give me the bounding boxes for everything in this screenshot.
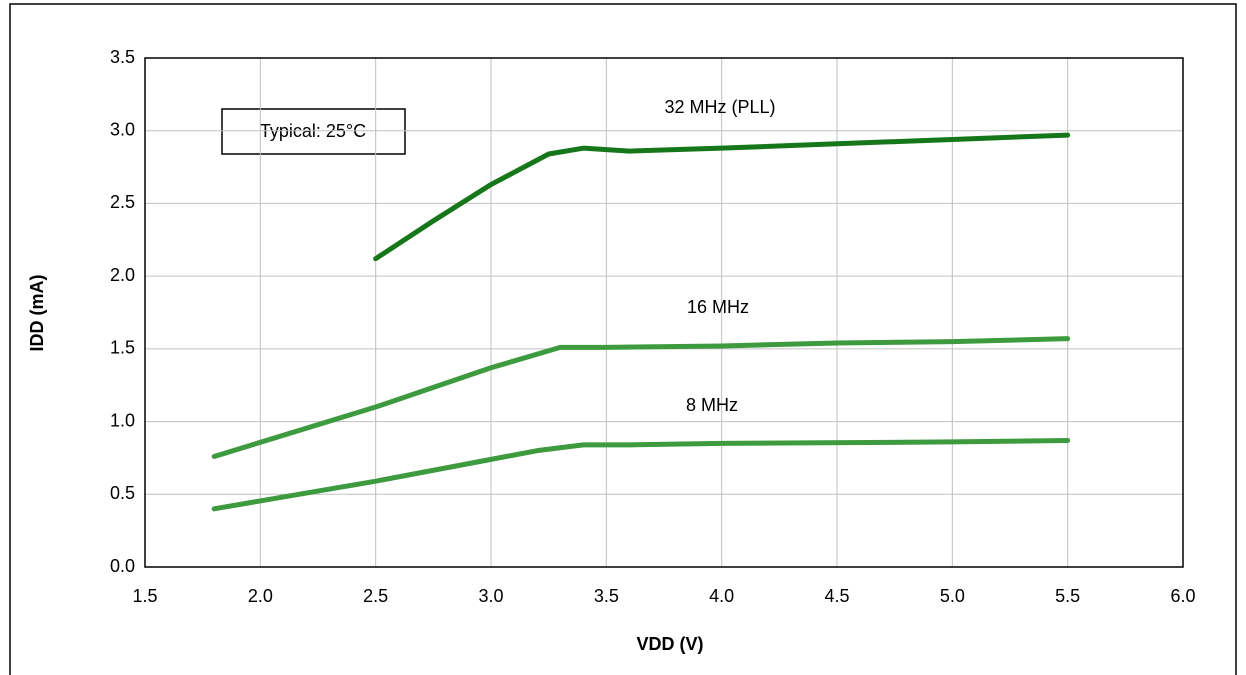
series-label: 16 MHz bbox=[687, 297, 749, 317]
x-tick-label: 3.5 bbox=[594, 586, 619, 606]
y-tick-label: 3.0 bbox=[110, 119, 135, 139]
annotation-box bbox=[221, 108, 406, 155]
plot-area bbox=[144, 57, 1184, 568]
x-tick-label: 6.0 bbox=[1170, 586, 1195, 606]
x-tick-label: 5.5 bbox=[1055, 586, 1080, 606]
series-label: 8 MHz bbox=[686, 395, 738, 415]
y-axis-title: IDD (mA) bbox=[27, 275, 47, 352]
y-tick-label: 3.5 bbox=[110, 47, 135, 67]
series-label: 32 MHz (PLL) bbox=[664, 97, 775, 117]
x-tick-label: 4.5 bbox=[824, 586, 849, 606]
x-tick-label: 2.5 bbox=[363, 586, 388, 606]
y-tick-label: 1.5 bbox=[110, 338, 135, 358]
series-line bbox=[373, 132, 1071, 262]
y-tick-label: 1.0 bbox=[110, 410, 135, 430]
x-tick-label: 5.0 bbox=[940, 586, 965, 606]
series-line bbox=[211, 336, 1071, 459]
x-tick-label: 4.0 bbox=[709, 586, 734, 606]
series-line bbox=[211, 437, 1071, 512]
x-tick-label: 3.0 bbox=[478, 586, 503, 606]
chart-frame bbox=[9, 3, 1237, 675]
y-tick-label: 2.5 bbox=[110, 192, 135, 212]
y-tick-label: 2.0 bbox=[110, 265, 135, 285]
y-tick-label: 0.5 bbox=[110, 483, 135, 503]
y-tick-label: 0.0 bbox=[110, 556, 135, 576]
x-tick-label: 2.0 bbox=[248, 586, 273, 606]
x-tick-label: 1.5 bbox=[132, 586, 157, 606]
x-axis-title: VDD (V) bbox=[637, 634, 704, 654]
